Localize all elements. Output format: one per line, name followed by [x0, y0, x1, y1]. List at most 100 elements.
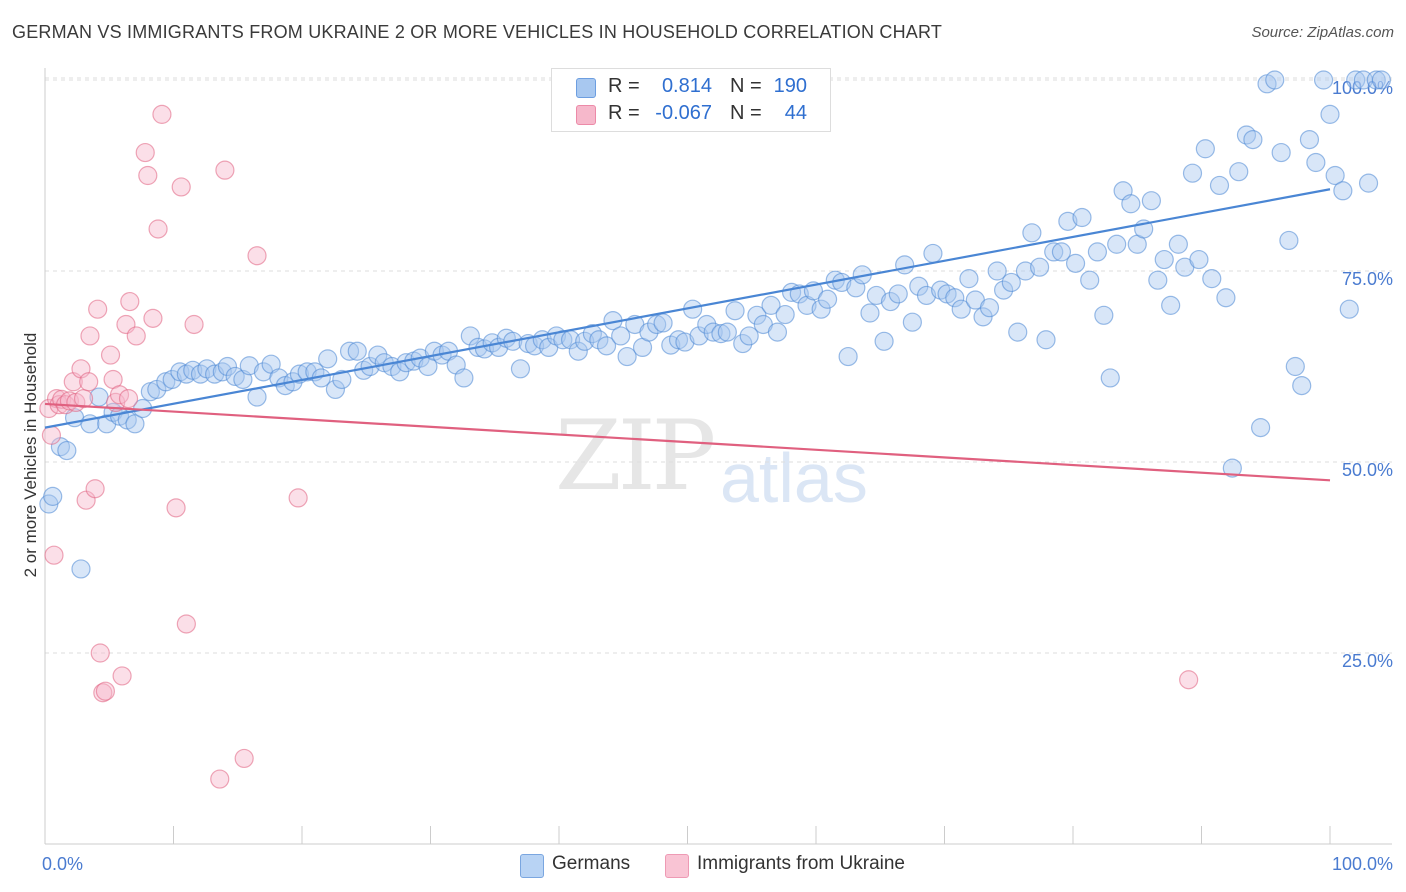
- ukraine-point: [288, 488, 308, 508]
- ukraine-point: [184, 314, 204, 335]
- germans-point: [239, 356, 259, 376]
- source-credit: Source: ZipAtlas.com: [1251, 24, 1394, 41]
- germans-point: [162, 369, 182, 390]
- germans-point: [611, 326, 631, 346]
- legend-n-value: 44: [784, 102, 807, 124]
- germans-point: [190, 364, 211, 384]
- germans-point: [733, 333, 753, 354]
- germans-point: [589, 330, 609, 350]
- ukraine-point: [1179, 670, 1199, 690]
- germans-point: [1161, 295, 1181, 315]
- ukraine-point: [148, 219, 168, 239]
- germans-point: [775, 304, 795, 325]
- legend-label-germans: Germans: [552, 853, 631, 874]
- germans-point: [1279, 230, 1299, 251]
- legend-r-value: 0.814: [661, 75, 712, 97]
- ukraine-points: [39, 104, 1199, 789]
- germans-point: [895, 255, 915, 275]
- germans-point: [1371, 70, 1392, 90]
- germans-points: [39, 70, 1392, 579]
- germans-point: [866, 285, 886, 306]
- germans-point: [838, 346, 858, 367]
- germans-point: [860, 303, 880, 323]
- legend-swatch-germans: [520, 854, 544, 878]
- legend-n-value: 190: [773, 75, 807, 97]
- ukraine-point: [234, 748, 254, 769]
- germans-point: [811, 299, 831, 319]
- germans-point: [1015, 261, 1036, 281]
- ukraine-point: [120, 291, 140, 312]
- ukraine-point: [90, 643, 110, 663]
- ukraine-point: [152, 104, 172, 124]
- axes: [44, 68, 1392, 845]
- germans-point: [951, 299, 971, 319]
- germans-point: [675, 332, 695, 352]
- germans-point: [817, 289, 838, 309]
- ukraine-point: [44, 545, 64, 565]
- germans-point: [1299, 129, 1320, 150]
- germans-point: [1001, 272, 1021, 293]
- germans-point: [1292, 376, 1312, 396]
- x-tick-label-min: 0.0%: [42, 854, 83, 874]
- germans-point: [1285, 356, 1305, 377]
- germans-point: [71, 559, 91, 579]
- germans-point: [945, 288, 965, 308]
- germans-point: [1229, 162, 1249, 182]
- germans-point: [902, 312, 922, 332]
- germans-point: [57, 440, 77, 461]
- ukraine-point: [85, 479, 105, 499]
- germans-point: [767, 322, 788, 342]
- germans-point: [1036, 330, 1056, 350]
- ukraine-point: [138, 165, 158, 186]
- germans-point: [987, 261, 1007, 281]
- germans-point: [979, 298, 1000, 318]
- ukraine-point: [41, 425, 62, 445]
- germans-point: [575, 331, 595, 351]
- germans-point: [460, 326, 480, 346]
- y-tick-label: 25.0%: [1342, 651, 1393, 671]
- ukraine-point: [247, 246, 267, 266]
- germans-point: [1168, 234, 1188, 254]
- germans-point: [994, 280, 1014, 300]
- germans-point: [1094, 305, 1114, 325]
- germans-point: [1333, 181, 1353, 201]
- legend-swatch-germans: [576, 78, 596, 98]
- germans-point: [1121, 194, 1141, 214]
- germans-point: [959, 269, 979, 289]
- legend-r-label: R =: [608, 75, 640, 97]
- germans-point: [880, 291, 901, 312]
- ukraine-point: [176, 614, 196, 634]
- germans-point: [1325, 165, 1345, 186]
- germans-point: [739, 326, 759, 346]
- ukraine-point: [135, 142, 155, 163]
- germans-point: [1222, 458, 1242, 478]
- germans-point: [1182, 163, 1203, 183]
- legend-n-label: N =: [730, 102, 762, 124]
- germans-point: [347, 341, 367, 361]
- germans-point: [1087, 242, 1108, 262]
- germans-point: [297, 362, 317, 382]
- germans-point: [617, 346, 637, 367]
- germans-point: [689, 326, 709, 346]
- germans-point: [1072, 207, 1092, 228]
- germans-point: [1313, 70, 1334, 90]
- ukraine-point: [166, 498, 186, 518]
- germans-point: [510, 359, 531, 379]
- germans-point: [368, 345, 388, 365]
- germans-point: [1058, 211, 1078, 231]
- trend-lines: [44, 188, 1331, 482]
- germans-point: [1044, 242, 1064, 262]
- germans-point: [916, 285, 937, 306]
- y-tick-label: 50.0%: [1342, 460, 1393, 480]
- germans-point: [711, 324, 731, 344]
- germans-trend-line: [44, 188, 1331, 429]
- ukraine-point: [112, 666, 132, 686]
- ukraine-point: [215, 160, 235, 180]
- germans-point: [1008, 322, 1028, 342]
- legend-label-ukraine: Immigrants from Ukraine: [697, 853, 905, 874]
- y-axis-label: 2 or more Vehicles in Household: [21, 333, 40, 578]
- ukraine-point: [126, 326, 146, 346]
- germans-point: [1209, 175, 1230, 196]
- germans-point: [125, 414, 145, 434]
- ukraine-point: [143, 308, 163, 328]
